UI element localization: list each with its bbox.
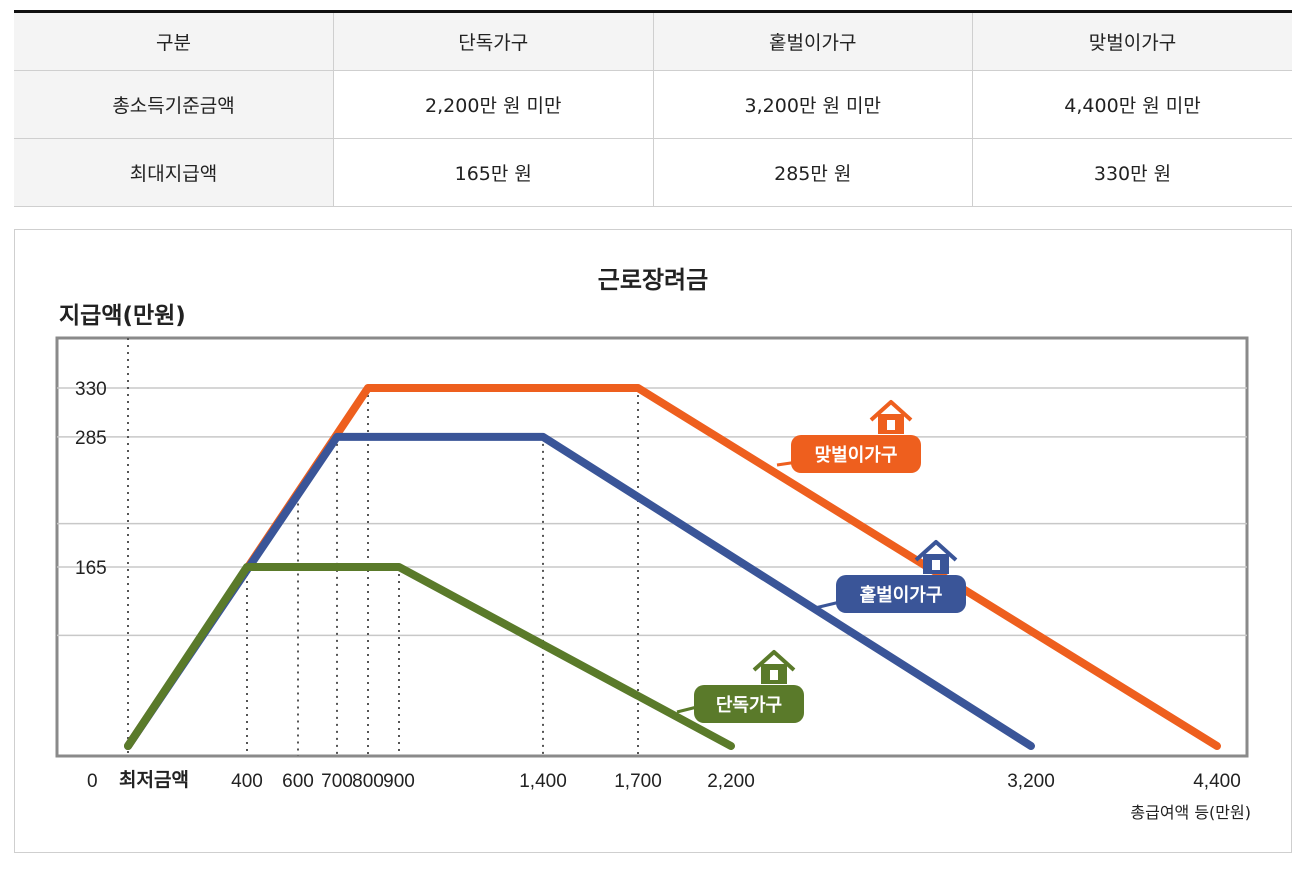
table-cell: 330만 원 xyxy=(972,138,1292,207)
table-cell: 165만 원 xyxy=(333,138,654,207)
x-tick-label: 900 xyxy=(383,771,415,792)
min-amount-label: 최저금액 xyxy=(119,769,189,791)
header-single: 단독가구 xyxy=(333,11,654,71)
row-label: 최대지급액 xyxy=(14,138,334,207)
x-tick-label: 600 xyxy=(282,771,314,792)
house-icon xyxy=(770,670,778,680)
legend-label: 단독가구 xyxy=(716,695,782,716)
plot-frame xyxy=(55,336,1249,758)
table-row: 총소득기준금액 2,200만 원 미만 3,200만 원 미만 4,400만 원… xyxy=(14,70,1292,139)
house-icon xyxy=(869,400,913,422)
origin-label: 0 xyxy=(87,771,98,792)
x-tick-label: 800 xyxy=(352,771,384,792)
legend-badge xyxy=(791,435,921,473)
series-line-single xyxy=(124,563,735,750)
house-icon xyxy=(887,420,895,430)
legend-badge xyxy=(836,575,966,613)
table-cell: 3,200만 원 미만 xyxy=(653,70,973,139)
table-cell: 2,200만 원 미만 xyxy=(333,70,654,139)
house-icon xyxy=(914,540,958,562)
header-single-earner: 홑벌이가구 xyxy=(653,11,973,71)
legend-badge xyxy=(694,685,804,723)
x-tick-label: 700 xyxy=(321,771,353,792)
x-tick-label: 400 xyxy=(231,771,263,792)
y-tick-label: 285 xyxy=(75,428,107,449)
house-icon xyxy=(932,560,940,570)
table-header-row: 구분 단독가구 홑벌이가구 맞벌이가구 xyxy=(14,11,1292,71)
table-cell: 4,400만 원 미만 xyxy=(972,70,1292,139)
x-axis-label: 총급여액 등(만원) xyxy=(1130,803,1251,822)
house-icon xyxy=(752,650,796,672)
chart-svg: 330 285 165 0 최저금액 400 600 700 800 900 1,400 1,700 2… xyxy=(55,336,1251,822)
chart-title: 근로장려금 xyxy=(597,266,709,294)
x-tick-label: 1,400 xyxy=(519,771,567,792)
x-tick-label: 4,400 xyxy=(1193,771,1241,792)
table-row: 최대지급액 165만 원 285만 원 330만 원 xyxy=(14,138,1292,207)
x-tick-label: 1,700 xyxy=(614,771,662,792)
y-tick-label: 165 xyxy=(75,558,107,579)
legend-label: 홑벌이가구 xyxy=(860,584,943,606)
legend-label: 맞벌이가구 xyxy=(815,445,898,466)
x-tick-label: 3,200 xyxy=(1007,771,1055,792)
header-category: 구분 xyxy=(14,11,334,71)
chart-container: 근로장려금 지급액(만원) 330 285 165 0 최저금액 400 600 700 800… xyxy=(14,229,1292,853)
header-dual-earner: 맞벌이가구 xyxy=(972,11,1292,71)
income-criteria-table: 구분 단독가구 홑벌이가구 맞벌이가구 총소득기준금액 2,200만 원 미만 … xyxy=(14,10,1292,207)
row-label: 총소득기준금액 xyxy=(14,70,334,139)
y-tick-label: 330 xyxy=(75,379,107,400)
x-tick-label: 2,200 xyxy=(707,771,755,792)
table-cell: 285만 원 xyxy=(653,138,973,207)
y-axis-label: 지급액(만원) xyxy=(59,303,186,329)
